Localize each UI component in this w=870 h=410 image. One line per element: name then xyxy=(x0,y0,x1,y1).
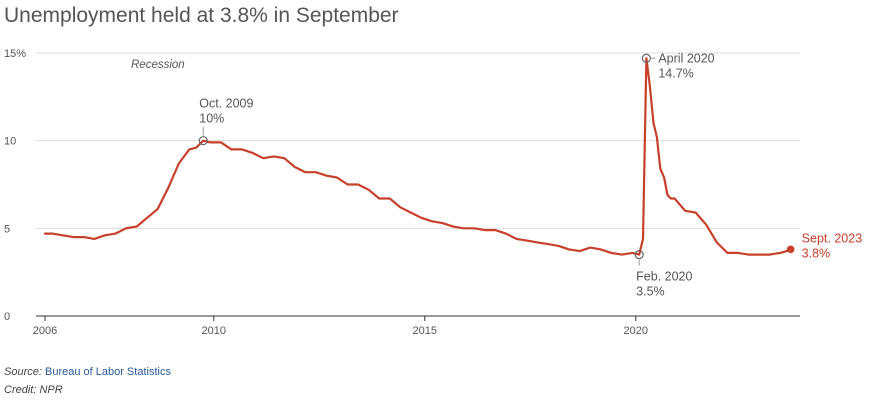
x-tick-label: 2006 xyxy=(33,325,57,337)
source-label: Source: xyxy=(4,366,42,378)
source-link[interactable]: Bureau of Labor Statistics xyxy=(44,366,171,378)
series xyxy=(43,57,792,256)
annotation-marker xyxy=(641,53,651,63)
annotation-value: 3.8% xyxy=(802,246,831,260)
annotation-value: 10% xyxy=(199,112,224,126)
recession-label: Recession xyxy=(131,59,185,71)
y-tick-label: 0 xyxy=(4,311,10,323)
x-tick-label: 2015 xyxy=(413,325,437,337)
credit-line: Credit: NPR xyxy=(4,384,63,396)
axes: 0 5 10 15% 2006 2010 2015 2020 xyxy=(4,48,648,337)
annotation-value: 3.5% xyxy=(636,285,665,299)
y-tick-label: 15% xyxy=(4,48,26,60)
y-tick-label: 10 xyxy=(4,136,16,148)
annotation-label: April 2020 xyxy=(658,51,714,65)
annotation-label: Feb. 2020 xyxy=(636,270,692,284)
annotation-label: Sept. 2023 xyxy=(802,231,863,245)
endpoint-marker xyxy=(786,245,795,254)
annotation-value: 14.7% xyxy=(658,66,693,80)
unemployment-line xyxy=(43,57,792,256)
chart-title: Unemployment held at 3.8% in September xyxy=(4,4,399,27)
annotation-marker xyxy=(198,136,208,146)
grid xyxy=(36,52,800,317)
x-tick-label: 2010 xyxy=(202,325,226,337)
source-line: Source: Bureau of Labor Statistics xyxy=(4,366,171,378)
x-tick-label: 2020 xyxy=(624,325,648,337)
annotation-label: Oct. 2009 xyxy=(199,97,253,111)
y-tick-label: 5 xyxy=(4,223,10,235)
annotation-marker xyxy=(634,250,644,260)
